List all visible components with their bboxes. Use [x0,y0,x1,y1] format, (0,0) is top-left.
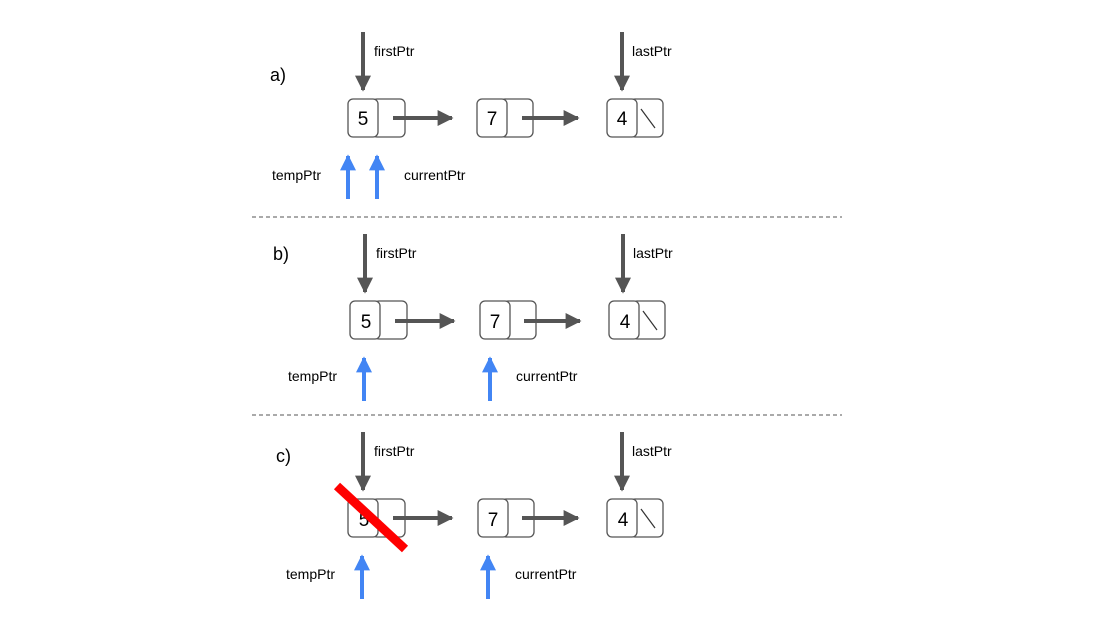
first-ptr-label: firstPtr [374,443,415,459]
first-ptr-label: firstPtr [374,43,415,59]
last-ptr-label: lastPtr [633,245,673,261]
panel-a: a) firstPtr lastPtr 5 7 4 temp [270,32,672,199]
panel-c: c) firstPtr lastPtr 5 7 4 tempPtr curren [276,432,672,599]
node-value: 4 [617,109,628,130]
null-pointer-mark [640,508,656,529]
list-node: 5 [349,300,408,340]
first-ptr-label: firstPtr [376,245,417,261]
temp-ptr-label: tempPtr [286,566,335,582]
panel-b: b) firstPtr lastPtr 5 7 4 tempPtr curren… [273,234,673,401]
panel-label: a) [270,65,286,85]
node-value: 4 [618,510,629,531]
null-pointer-mark [642,310,658,331]
node-value: 7 [488,510,499,531]
current-ptr-label: currentPtr [516,368,578,384]
null-pointer-mark [640,108,656,129]
panel-label: c) [276,446,291,466]
node-value: 5 [358,109,369,130]
node-value: 5 [359,510,370,531]
panel-label: b) [273,244,289,264]
current-ptr-label: currentPtr [404,167,466,183]
current-ptr-label: currentPtr [515,566,577,582]
node-value: 7 [490,312,501,333]
list-node: 5 [347,98,406,138]
list-node: 4 [606,498,664,538]
list-node: 4 [608,300,666,340]
temp-ptr-label: tempPtr [272,167,321,183]
list-node: 7 [477,498,535,538]
node-value: 4 [620,312,631,333]
list-node: 7 [479,300,537,340]
delete-mark [333,482,409,553]
node-value: 5 [361,312,372,333]
last-ptr-label: lastPtr [632,43,672,59]
list-node: 4 [606,98,664,138]
temp-ptr-label: tempPtr [288,368,337,384]
last-ptr-label: lastPtr [632,443,672,459]
node-value: 7 [487,109,498,130]
